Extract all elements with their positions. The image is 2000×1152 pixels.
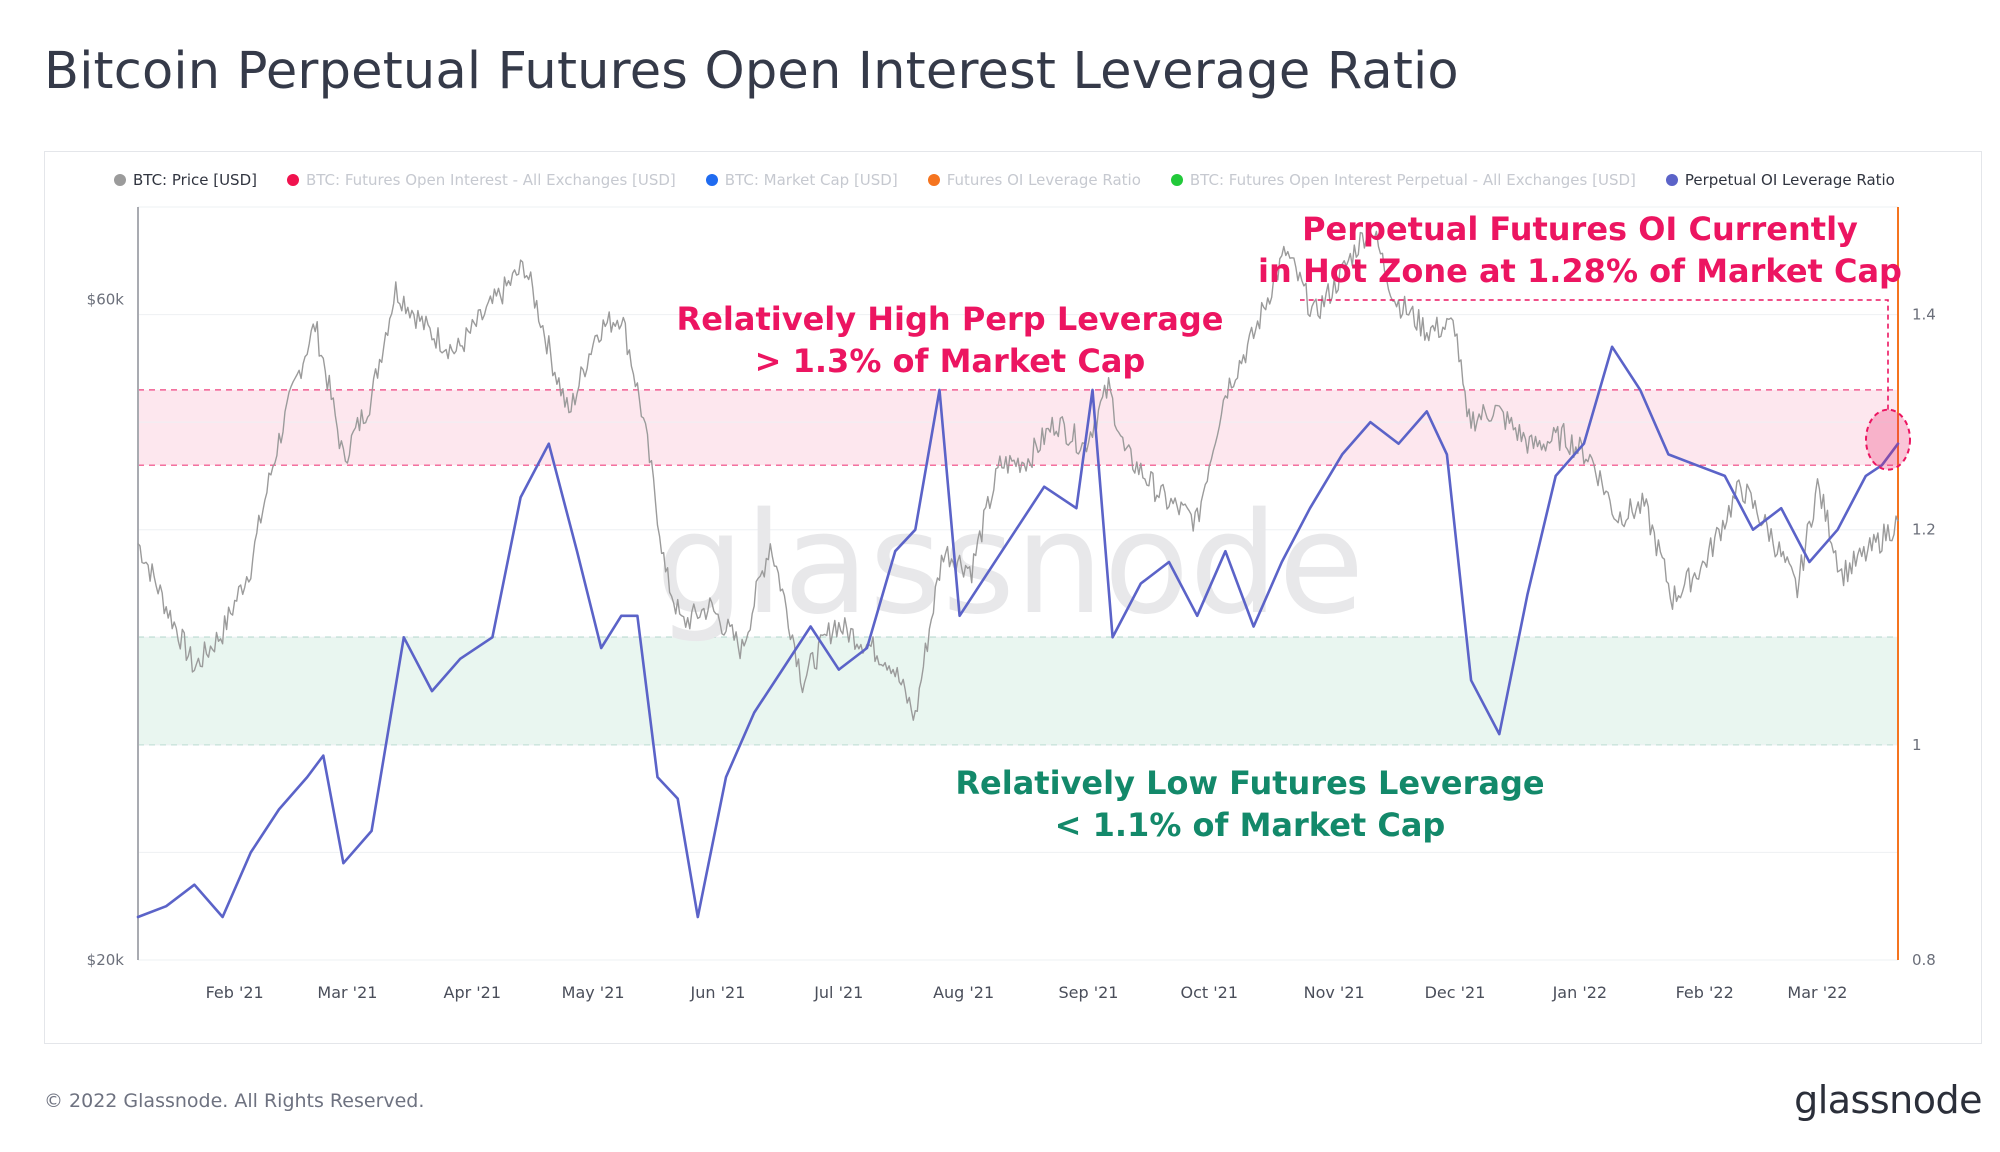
current-value-highlight <box>1865 408 1911 471</box>
right-tick-label: 0.8 <box>1912 951 1936 969</box>
price-series <box>137 223 1899 721</box>
legend-label: Perpetual OI Leverage Ratio <box>1684 171 1895 189</box>
annotation-high-leverage: Relatively High Perp Leverage > 1.3% of … <box>600 298 1300 382</box>
legend-label: Futures OI Leverage Ratio <box>946 171 1141 189</box>
right-tick-label: 1.4 <box>1912 306 1936 324</box>
legend-dot <box>114 174 126 186</box>
legend-item-market-cap[interactable]: BTC: Market Cap [USD] <box>705 171 898 189</box>
x-tick-label: Feb '21 <box>206 983 264 1002</box>
left-tick-label: $60k <box>87 291 125 309</box>
legend-dot <box>1170 174 1183 186</box>
x-tick-label: Mar '21 <box>317 983 377 1002</box>
legend-item-futures-oi[interactable]: BTC: Futures Open Interest - All Exchang… <box>286 171 676 189</box>
annotation-high-line1: Relatively High Perp Leverage <box>676 300 1224 338</box>
annotation-low-leverage: Relatively Low Futures Leverage < 1.1% o… <box>900 762 1600 846</box>
legend-item-futures-leverage[interactable]: Futures OI Leverage Ratio <box>927 171 1141 189</box>
copyright-footer: © 2022 Glassnode. All Rights Reserved. <box>44 1090 425 1112</box>
btc-price-line <box>137 223 1899 721</box>
legend-label: BTC: Price [USD] <box>133 171 257 189</box>
legend-dot <box>927 174 940 186</box>
x-tick-label: Apr '21 <box>444 983 502 1002</box>
x-tick-label: Aug '21 <box>933 983 994 1002</box>
annotation-current-line1: Perpetual Futures OI Currently <box>1302 210 1858 248</box>
legend-item-perp-leverage[interactable]: Perpetual OI Leverage Ratio <box>1665 171 1895 189</box>
legend-label: BTC: Market Cap [USD] <box>724 171 898 189</box>
x-tick-label: Dec '21 <box>1425 983 1486 1002</box>
right-tick-label: 1 <box>1912 736 1922 754</box>
page-title: Bitcoin Perpetual Futures Open Interest … <box>44 42 1459 101</box>
right-tick-label: 1.2 <box>1912 521 1936 539</box>
annotation-low-line1: Relatively Low Futures Leverage <box>955 764 1545 802</box>
left-tick-label: $20k <box>87 951 125 969</box>
chart-frame <box>44 151 1982 1044</box>
legend-label: BTC: Futures Open Interest Perpetual - A… <box>1189 171 1636 189</box>
x-tick-label: Jun '21 <box>690 983 746 1002</box>
right-axis-ticks: 0.8 1 1.2 1.4 <box>1912 306 1936 969</box>
axes <box>137 207 1899 960</box>
x-axis-ticks: Feb '21 Mar '21 Apr '21 May '21 Jun '21 Jul '… <box>206 983 1848 1002</box>
annotation-current-line2: in Hot Zone at 1.28% of Market Cap <box>1258 252 1902 290</box>
hot-zone-band <box>138 389 1898 466</box>
x-tick-label: May '21 <box>562 983 625 1002</box>
chart-legend: BTC: Price [USD] BTC: Futures Open Inter… <box>114 168 1964 192</box>
x-tick-label: Oct '21 <box>1181 983 1239 1002</box>
x-tick-label: Feb '22 <box>1676 983 1734 1002</box>
left-axis-ticks: $20k $60k <box>87 291 125 969</box>
perp-leverage-line <box>136 345 1900 919</box>
brand-logo[interactable]: glassnode <box>1794 1078 1982 1122</box>
legend-dot <box>286 174 299 186</box>
grid-lines <box>138 206 1898 961</box>
legend-dot <box>1665 174 1678 186</box>
x-tick-label: Jul '21 <box>813 983 863 1002</box>
ratio-series <box>136 345 1900 919</box>
annotation-current: Perpetual Futures OI Currently in Hot Zo… <box>1230 208 1930 292</box>
legend-item-btc-price[interactable]: BTC: Price [USD] <box>114 171 257 189</box>
legend-item-perp-oi[interactable]: BTC: Futures Open Interest Perpetual - A… <box>1170 171 1636 189</box>
x-tick-label: Mar '22 <box>1787 983 1847 1002</box>
watermark: glassnode <box>656 483 1365 646</box>
x-tick-label: Sep '21 <box>1058 983 1118 1002</box>
x-tick-label: Nov '21 <box>1304 983 1365 1002</box>
callout-leader-line <box>1300 299 1889 410</box>
annotation-high-line2: > 1.3% of Market Cap <box>754 342 1146 380</box>
legend-dot <box>705 174 718 186</box>
current-callout <box>1300 299 1911 471</box>
x-tick-label: Jan '22 <box>1552 983 1608 1002</box>
annotation-low-line2: < 1.1% of Market Cap <box>1054 806 1446 844</box>
legend-label: BTC: Futures Open Interest - All Exchang… <box>305 171 676 189</box>
